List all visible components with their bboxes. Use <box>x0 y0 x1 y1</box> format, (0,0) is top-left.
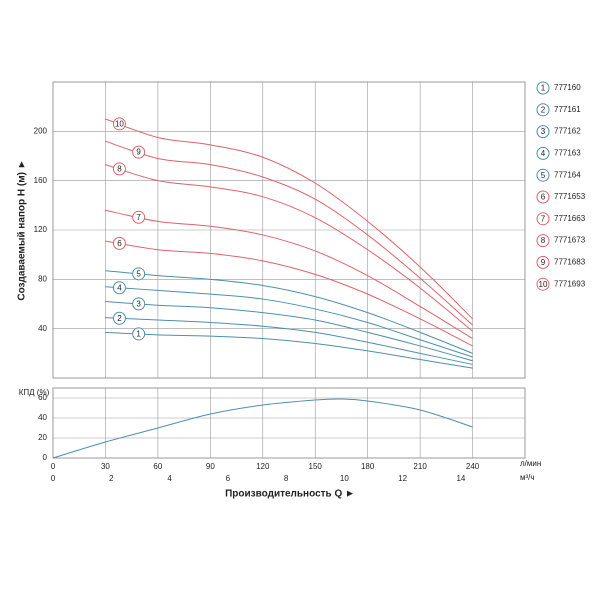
legend-marker-label: 2 <box>541 105 546 114</box>
x-tick-label: 150 <box>309 462 323 471</box>
legend-marker <box>536 255 550 269</box>
legend-label: 777163 <box>554 149 581 158</box>
x-tick-label: 180 <box>361 462 375 471</box>
y-tick-label: 20 <box>38 433 47 442</box>
y-tick-label: 160 <box>34 176 48 185</box>
curve <box>105 118 473 320</box>
series-marker <box>112 311 126 325</box>
legend-marker-label: 1 <box>541 84 546 93</box>
series-marker <box>132 145 146 159</box>
legend-marker <box>536 81 550 95</box>
x2-tick-label: 12 <box>398 474 407 483</box>
x-tick-label: 60 <box>153 462 162 471</box>
legend-marker-label: 4 <box>541 149 546 158</box>
series-marker <box>132 297 146 311</box>
y-tick-label: 80 <box>38 274 47 283</box>
series-marker <box>132 327 146 341</box>
series-marker-label: 3 <box>136 299 141 308</box>
x2-tick-label: 10 <box>340 474 349 483</box>
series-marker-label: 6 <box>117 239 122 248</box>
legend-marker <box>536 125 550 139</box>
x2-tick-label: 8 <box>284 474 289 483</box>
series-marker <box>112 162 126 176</box>
y-axis-label: Создаваемый напор H (м) ► <box>17 159 28 300</box>
x-tick-label: 210 <box>413 462 427 471</box>
y-axis-label: КПД (%) <box>19 388 50 397</box>
legend-marker-label: 9 <box>541 258 546 267</box>
legend-marker <box>536 277 550 291</box>
legend-marker-label: 7 <box>541 214 546 223</box>
x-tick-label: 90 <box>206 462 215 471</box>
curve <box>105 331 473 369</box>
series-marker-label: 7 <box>136 213 141 222</box>
x2-tick-label: 2 <box>109 474 114 483</box>
series-marker-label: 4 <box>117 283 122 292</box>
series-marker <box>132 267 146 281</box>
series-marker-label: 8 <box>117 165 122 174</box>
x-tick-label: 240 <box>466 462 480 471</box>
curve <box>105 209 473 339</box>
x2-tick-label: 0 <box>51 474 56 483</box>
legend-marker <box>536 234 550 248</box>
series-marker <box>112 281 126 295</box>
legend-marker-label: 5 <box>541 171 546 180</box>
legend-label: 777161 <box>554 105 581 114</box>
x2-unit: м³/ч <box>520 473 535 482</box>
y-tick-label: 0 <box>43 453 48 462</box>
x-tick-label: 0 <box>51 462 56 471</box>
series-marker-label: 10 <box>115 120 124 129</box>
legend-marker <box>536 212 550 226</box>
series-marker-label: 9 <box>136 148 141 157</box>
legend-label: 777162 <box>554 127 581 136</box>
legend-label: 7771663 <box>554 214 586 223</box>
curve <box>105 301 473 362</box>
y-tick-label: 200 <box>34 126 48 135</box>
legend-label: 7771673 <box>554 236 586 245</box>
curve <box>105 164 473 332</box>
series-marker-label: 1 <box>136 330 141 339</box>
curve <box>105 140 473 326</box>
legend-marker-label: 10 <box>539 280 548 289</box>
series-marker <box>132 210 146 224</box>
legend-label: 7771693 <box>554 279 586 288</box>
plot-frame <box>52 387 526 459</box>
x-axis-label: Производительность Q ► <box>225 489 355 500</box>
curve <box>52 398 473 459</box>
x-unit: л/мин <box>520 459 541 468</box>
series-marker <box>112 236 126 250</box>
legend-label: 7771653 <box>554 192 586 201</box>
x-tick-label: 120 <box>256 462 270 471</box>
curve <box>105 317 473 365</box>
x2-tick-label: 4 <box>167 474 172 483</box>
legend-marker <box>536 103 550 117</box>
y-tick-label: 40 <box>38 413 47 422</box>
legend-marker-label: 6 <box>541 193 546 202</box>
legend-marker <box>536 146 550 160</box>
y-tick-label: 60 <box>38 393 47 402</box>
y-tick-label: 40 <box>38 324 47 333</box>
x-tick-label: 30 <box>101 462 110 471</box>
legend-label: 777164 <box>554 170 581 179</box>
x2-tick-label: 6 <box>226 474 231 483</box>
series-marker-label: 5 <box>136 269 141 278</box>
curve <box>105 286 473 358</box>
curve <box>105 270 473 354</box>
curve <box>105 240 473 347</box>
x2-tick-label: 14 <box>456 474 465 483</box>
y-tick-label: 120 <box>34 225 48 234</box>
legend-marker <box>536 190 550 204</box>
legend-label: 777160 <box>554 83 581 92</box>
legend-marker <box>536 168 550 182</box>
series-marker <box>112 117 126 131</box>
legend-label: 7771683 <box>554 258 586 267</box>
series-marker-label: 2 <box>117 314 122 323</box>
legend-marker-label: 3 <box>541 127 546 136</box>
legend-marker-label: 8 <box>541 236 546 245</box>
